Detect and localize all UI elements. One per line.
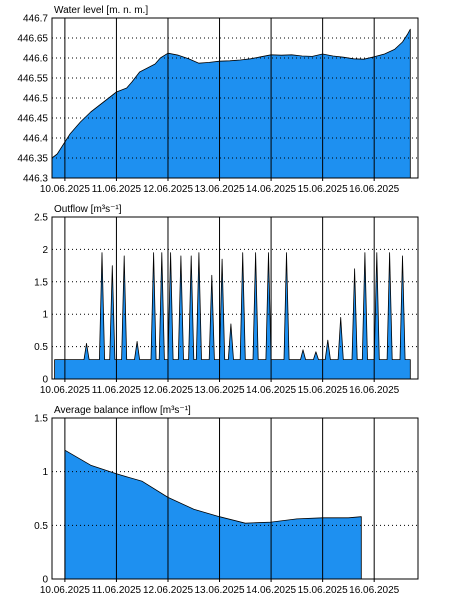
balance-inflow-y-tick-label: 1 xyxy=(42,467,48,478)
water-level-y-tick-label: 446.45 xyxy=(17,114,48,125)
water-level-chart: Water level [m. n. m.] 446.7 446.65 446.6 4… xyxy=(17,5,419,195)
balance-inflow-area-series xyxy=(64,449,362,580)
water-level-y-tick-label: 446.65 xyxy=(17,34,48,45)
water-level-chart-title: Water level [m. n. m.] xyxy=(54,5,148,16)
balance-inflow-x-tick-label: 15.06.2025 xyxy=(298,585,348,596)
balance-inflow-y-tick-label: 0.5 xyxy=(34,521,48,532)
water-level-y-tick-label: 446.55 xyxy=(17,74,48,85)
water-level-y-tick-label: 446.35 xyxy=(17,154,48,165)
balance-inflow-x-tick-label: 13.06.2025 xyxy=(195,585,245,596)
balance-inflow-frame xyxy=(51,417,419,580)
outflow-y-tick-label: 2.5 xyxy=(34,213,48,224)
balance-inflow-x-tick-label: 16.06.2025 xyxy=(349,585,399,596)
water-level-y-tick-label: 446.5 xyxy=(23,94,48,105)
balance-inflow-y-tick-label: 0 xyxy=(42,575,48,586)
outflow-x-tick-label: 15.06.2025 xyxy=(298,385,348,396)
water-level-x-tick-label: 13.06.2025 xyxy=(195,184,245,195)
outflow-y-tick-label: 1.5 xyxy=(34,277,48,288)
water-level-y-tick-label: 446.4 xyxy=(23,134,48,145)
balance-inflow-x-tick-label: 14.06.2025 xyxy=(246,585,296,596)
balance-inflow-x-tick-label: 12.06.2025 xyxy=(143,585,193,596)
outflow-x-tick-label: 11.06.2025 xyxy=(92,385,142,396)
balance-inflow-x-tick-label: 10.06.2025 xyxy=(40,585,90,596)
outflow-area-series xyxy=(54,252,411,380)
outflow-y-tick-label: 2 xyxy=(42,245,48,256)
water-level-x-tick-label: 12.06.2025 xyxy=(143,184,193,195)
water-level-x-tick-label: 10.06.2025 xyxy=(40,184,90,195)
water-level-x-tick-label: 16.06.2025 xyxy=(349,184,399,195)
outflow-y-tick-label: 0 xyxy=(42,375,48,386)
balance-inflow-chart-title: Average balance inflow [m³s⁻¹] xyxy=(54,405,191,416)
water-level-x-tick-label: 11.06.2025 xyxy=(92,184,142,195)
outflow-chart: Outflow [m³s⁻¹] 2.5 2 1.5 1 0.5 010.06.2025 11… xyxy=(34,204,419,396)
water-level-y-tick-label: 446.6 xyxy=(23,54,48,65)
balance-inflow-y-tick-label: 1.5 xyxy=(34,414,48,425)
outflow-y-tick-label: 1 xyxy=(42,310,48,321)
outflow-y-tick-label: 0.5 xyxy=(34,342,48,353)
outflow-x-tick-label: 10.06.2025 xyxy=(40,385,90,396)
outflow-x-tick-label: 14.06.2025 xyxy=(246,385,296,396)
outflow-x-tick-label: 13.06.2025 xyxy=(195,385,245,396)
outflow-x-tick-label: 16.06.2025 xyxy=(349,385,399,396)
water-level-x-tick-label: 14.06.2025 xyxy=(246,184,296,195)
water-level-y-tick-label: 446.7 xyxy=(23,14,48,25)
water-level-frame xyxy=(51,17,419,179)
water-level-y-tick-label: 446.3 xyxy=(23,174,48,185)
balance-inflow-chart: Average balance inflow [m³s⁻¹] 1.510.501… xyxy=(34,405,419,596)
outflow-frame xyxy=(51,216,419,380)
water-level-area-series xyxy=(51,28,411,179)
balance-inflow-x-tick-label: 11.06.2025 xyxy=(92,585,142,596)
outflow-x-tick-label: 12.06.2025 xyxy=(143,385,193,396)
outflow-chart-title: Outflow [m³s⁻¹] xyxy=(54,204,122,215)
water-level-x-tick-label: 15.06.2025 xyxy=(298,184,348,195)
